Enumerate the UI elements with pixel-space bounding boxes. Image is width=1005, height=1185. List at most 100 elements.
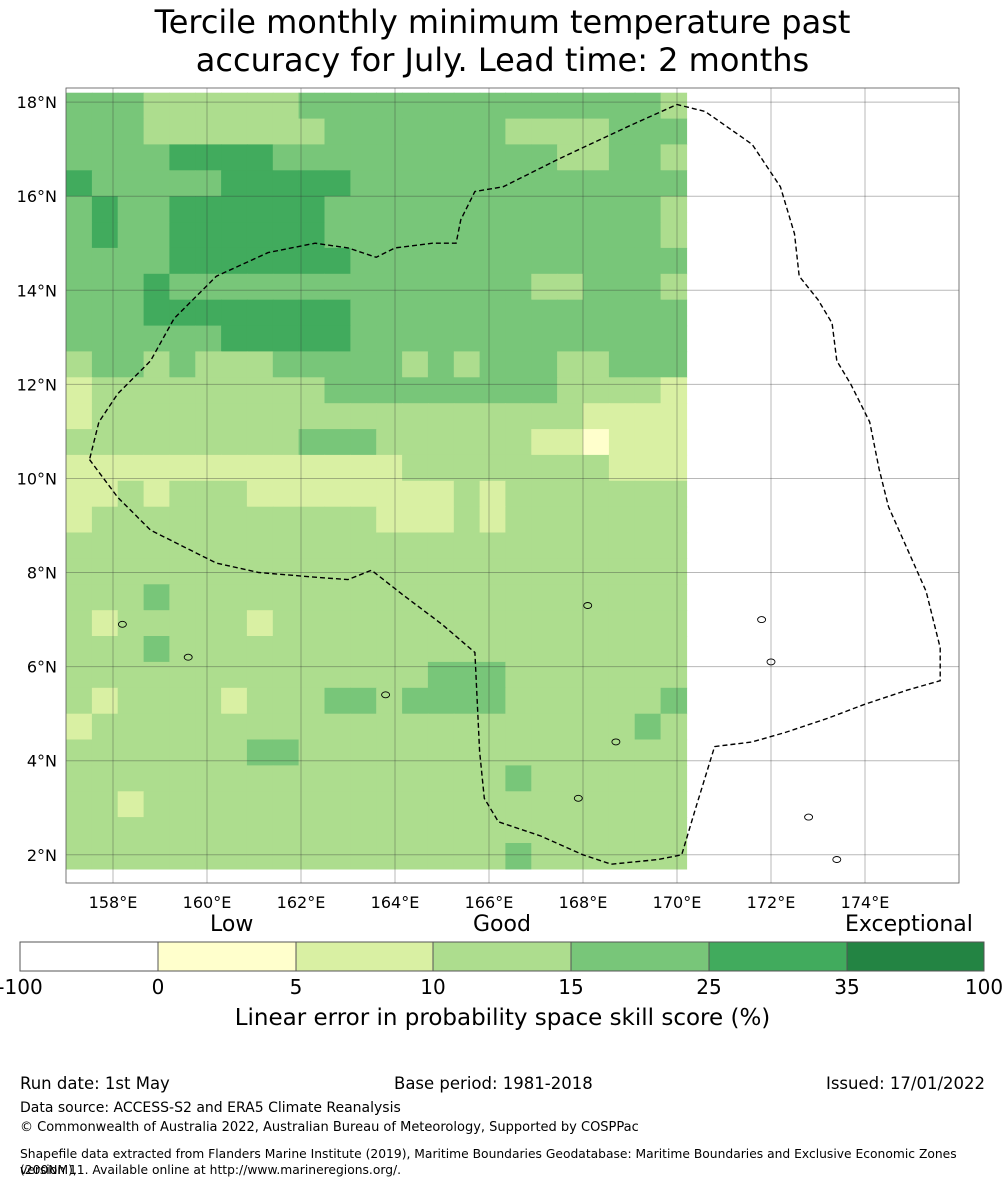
skill-cell bbox=[660, 713, 688, 741]
skill-cell bbox=[66, 429, 93, 456]
skill-cell bbox=[66, 196, 93, 223]
skill-cell bbox=[143, 817, 171, 844]
skill-cell bbox=[272, 299, 300, 327]
skill-cell bbox=[453, 118, 481, 146]
skill-cell bbox=[246, 661, 274, 689]
skill-cell bbox=[660, 222, 688, 249]
skill-cell bbox=[376, 92, 403, 120]
skill-cell bbox=[453, 454, 481, 482]
skill-cell bbox=[272, 636, 300, 663]
skill-cell bbox=[195, 92, 222, 120]
skill-cell bbox=[221, 817, 248, 844]
skill-cell bbox=[427, 196, 455, 223]
skill-cell bbox=[660, 273, 688, 301]
skill-cell bbox=[91, 247, 119, 275]
skill-cell bbox=[117, 144, 145, 171]
skill-cell bbox=[143, 532, 171, 559]
skill-cell bbox=[246, 454, 274, 482]
skill-cell bbox=[583, 273, 610, 301]
skill-cell bbox=[117, 377, 145, 404]
skill-cell bbox=[531, 429, 558, 456]
skill-cell bbox=[195, 636, 222, 663]
shapefile-credit-line-2: version 11. Available online at http://w… bbox=[20, 1163, 402, 1177]
skill-cell bbox=[66, 843, 93, 870]
skill-cell bbox=[531, 222, 558, 249]
colorbar-tick: -100 bbox=[0, 975, 43, 999]
skill-cell bbox=[117, 454, 145, 482]
skill-cell bbox=[169, 713, 196, 741]
skill-cell bbox=[453, 765, 481, 792]
skill-cell bbox=[402, 817, 429, 844]
skill-cell bbox=[298, 584, 326, 611]
skill-cell bbox=[272, 817, 300, 844]
skill-cell bbox=[427, 765, 455, 792]
skill-cell bbox=[91, 351, 119, 378]
skill-cell bbox=[272, 377, 300, 404]
skill-cell bbox=[583, 377, 610, 404]
skill-cell bbox=[427, 170, 455, 197]
skill-cell bbox=[221, 325, 248, 353]
skill-cell bbox=[453, 403, 481, 430]
skill-cell bbox=[531, 247, 558, 275]
skill-cell bbox=[376, 247, 403, 275]
skill-cell bbox=[143, 299, 171, 327]
skill-cell bbox=[402, 687, 429, 715]
skill-cell bbox=[298, 558, 326, 585]
skill-cell bbox=[453, 558, 481, 585]
skill-cell bbox=[660, 791, 688, 818]
skill-cell bbox=[195, 325, 222, 353]
skill-cell bbox=[427, 273, 455, 301]
skill-cell bbox=[583, 222, 610, 249]
skill-cell bbox=[143, 170, 171, 197]
skill-cell bbox=[91, 765, 119, 792]
skill-cell bbox=[453, 299, 481, 327]
skill-cell bbox=[350, 454, 377, 482]
skill-cell bbox=[634, 170, 662, 197]
skill-cell bbox=[583, 454, 610, 482]
skill-cell bbox=[427, 661, 455, 689]
colorbar-segment bbox=[846, 941, 985, 972]
skill-cell bbox=[557, 687, 584, 715]
skill-cell bbox=[453, 92, 481, 120]
skill-cell bbox=[169, 299, 196, 327]
skill-cell bbox=[169, 170, 196, 197]
skill-cell bbox=[221, 92, 248, 120]
skill-cell bbox=[505, 429, 532, 456]
skill-cell bbox=[324, 429, 351, 456]
shapefile-credit-line-1: Shapefile data extracted from Flanders M… bbox=[20, 1147, 957, 1177]
skill-cell bbox=[298, 299, 326, 327]
skill-cell bbox=[66, 170, 93, 197]
skill-cell bbox=[608, 739, 636, 766]
skill-map: 18°N 16°N 14°N 12°N 10°N 8°N 6°N 4°N 2°N 158°E 16… bbox=[17, 87, 960, 912]
skill-cell bbox=[531, 636, 558, 663]
skill-cell bbox=[298, 661, 326, 689]
skill-cell bbox=[324, 403, 351, 430]
skill-cell bbox=[608, 584, 636, 611]
colorbar-label-exceptional: Exceptional bbox=[845, 912, 973, 937]
skill-cell bbox=[634, 480, 662, 508]
skill-cell bbox=[583, 196, 610, 223]
skill-cell bbox=[91, 817, 119, 844]
skill-cell bbox=[376, 843, 403, 870]
skill-cell bbox=[634, 584, 662, 611]
skill-cell bbox=[505, 558, 532, 585]
skill-cell bbox=[634, 843, 662, 870]
skill-cell bbox=[169, 454, 196, 482]
skill-cell bbox=[143, 843, 171, 870]
skill-cell bbox=[583, 144, 610, 171]
skill-cell bbox=[246, 403, 274, 430]
skill-cell bbox=[427, 610, 455, 637]
skill-cell bbox=[583, 558, 610, 585]
skill-cell bbox=[246, 765, 274, 792]
skill-cell bbox=[453, 506, 481, 534]
skill-cell bbox=[324, 584, 351, 611]
skill-cell bbox=[350, 92, 377, 120]
colorbar-segment bbox=[570, 941, 710, 972]
skill-cell bbox=[91, 196, 119, 223]
skill-cell bbox=[195, 713, 222, 741]
skill-cell bbox=[583, 92, 610, 120]
skill-cell bbox=[402, 247, 429, 275]
skill-cell bbox=[143, 454, 171, 482]
skill-cell bbox=[66, 713, 93, 741]
skill-cell bbox=[660, 480, 688, 508]
